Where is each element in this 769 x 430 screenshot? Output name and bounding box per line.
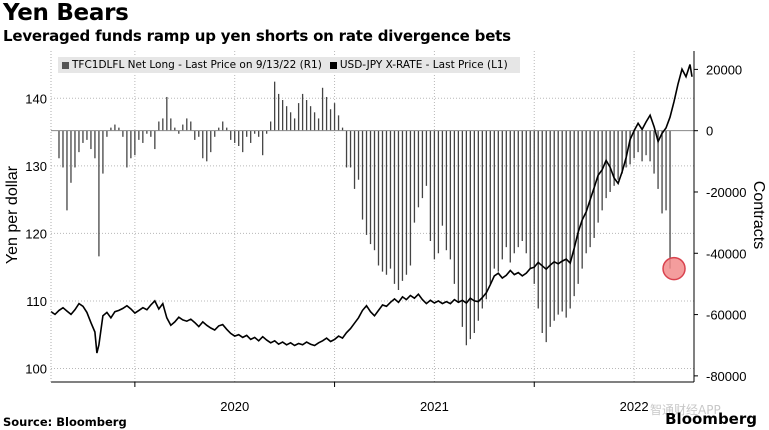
legend-swatch-net-long <box>62 61 69 69</box>
watermark: 智通财经APP <box>650 403 721 417</box>
x-tick-label: 2021 <box>420 399 449 414</box>
chart-title: Yen Bears <box>3 0 129 26</box>
y-left-tick-label: 120 <box>25 226 47 241</box>
bloomberg-logo: Bloomberg <box>665 410 757 428</box>
highlight-marker <box>662 256 686 281</box>
chart-subtitle: Leveraged funds ramp up yen shorts on ra… <box>3 27 511 45</box>
legend-label-usdjpy: USD-JPY X-RATE - Last Price (L1) <box>339 59 508 71</box>
y-axis-label-left: Yen per dollar <box>4 165 21 264</box>
legend-item-usdjpy: USD-JPY X-RATE - Last Price (L1) <box>329 59 508 71</box>
y-right-tick-label: -20000 <box>706 185 746 200</box>
axes <box>50 51 698 387</box>
legend-swatch-usdjpy <box>329 61 337 69</box>
x-tick-label: 2020 <box>220 399 249 414</box>
y-left-tick-label: 130 <box>25 159 47 174</box>
legend-label-net-long: TFC1DLFL Net Long - Last Price on 9/13/2… <box>72 59 322 71</box>
y-right-tick-label: -80000 <box>706 369 746 384</box>
legend-item-net-long: TFC1DLFL Net Long - Last Price on 9/13/2… <box>62 59 322 71</box>
source-note: Source: Bloomberg <box>3 415 127 429</box>
tick-labels: 100 110 120 130 140 20000 0 -20000 -40000 -60000 -… <box>25 62 746 414</box>
legend: TFC1DLFL Net Long - Last Price on 9/13/2… <box>58 57 520 73</box>
x-tick-label: 2022 <box>620 399 649 414</box>
usdjpy-line <box>50 64 693 354</box>
y-left-tick-label: 140 <box>25 91 47 106</box>
y-left-tick-label: 110 <box>26 294 47 309</box>
y-right-tick-label: -60000 <box>706 308 746 323</box>
bar-series <box>58 81 671 346</box>
y-right-tick-label: 20000 <box>706 62 742 77</box>
y-right-tick-label: -40000 <box>706 246 746 261</box>
y-axis-label-right: Contracts <box>750 181 767 249</box>
y-left-tick-label: 100 <box>25 361 47 376</box>
y-right-tick-label: 0 <box>706 124 713 139</box>
